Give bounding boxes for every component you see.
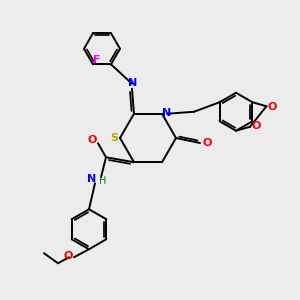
Text: S: S bbox=[110, 133, 118, 143]
Text: O: O bbox=[63, 251, 73, 261]
Text: N: N bbox=[87, 174, 97, 184]
Text: N: N bbox=[162, 108, 172, 118]
Text: O: O bbox=[251, 121, 261, 131]
Text: O: O bbox=[202, 138, 212, 148]
Text: H: H bbox=[99, 176, 107, 186]
Text: O: O bbox=[268, 102, 277, 112]
Text: F: F bbox=[93, 55, 101, 65]
Text: N: N bbox=[128, 78, 138, 88]
Text: O: O bbox=[87, 135, 97, 145]
